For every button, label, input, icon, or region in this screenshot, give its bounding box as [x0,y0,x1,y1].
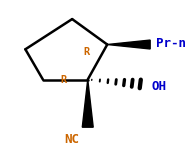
Polygon shape [82,80,93,127]
Text: Pr-n: Pr-n [156,37,186,50]
Text: OH: OH [152,80,166,93]
Text: NC: NC [65,133,80,146]
Text: R: R [60,75,66,85]
Text: R: R [84,47,90,57]
Polygon shape [107,40,150,49]
